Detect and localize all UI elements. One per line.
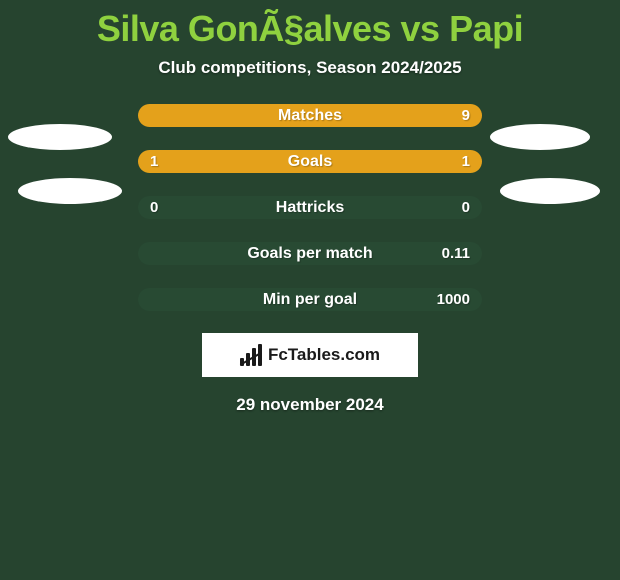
stats-table: Matches 9 1 Goals 1 0 Hattricks 0 Goals per matc… [138,104,482,311]
stat-label: Matches [278,107,342,125]
stat-label: Goals per match [247,245,372,263]
comparison-card: Silva GonÃ§alves vs Papi Club competitio… [0,0,620,580]
stat-row: 1 Goals 1 [138,150,482,173]
stat-row: Goals per match 0.11 [138,242,482,265]
stat-row: Matches 9 [138,104,482,127]
player-right-ellipse-2 [500,178,600,204]
stat-row: Min per goal 1000 [138,288,482,311]
page-title: Silva GonÃ§alves vs Papi [0,0,620,50]
chart-icon [240,344,262,366]
stat-label: Min per goal [263,291,357,309]
brand-text: FcTables.com [268,345,380,365]
stat-label: Hattricks [276,199,344,217]
brand-badge[interactable]: FcTables.com [202,333,418,377]
player-left-ellipse-1 [8,124,112,150]
stat-label: Goals [288,153,332,171]
stat-right-value: 1 [446,153,470,170]
stat-row: 0 Hattricks 0 [138,196,482,219]
player-right-ellipse-1 [490,124,590,150]
stat-right-value: 9 [446,107,470,124]
player-left-ellipse-2 [18,178,122,204]
stat-left-value: 0 [150,199,174,216]
subtitle: Club competitions, Season 2024/2025 [0,58,620,78]
date-label: 29 november 2024 [0,395,620,415]
stat-right-value: 1000 [437,291,470,308]
stat-right-value: 0.11 [442,245,470,262]
stat-right-value: 0 [446,199,470,216]
stat-left-value: 1 [150,153,174,170]
